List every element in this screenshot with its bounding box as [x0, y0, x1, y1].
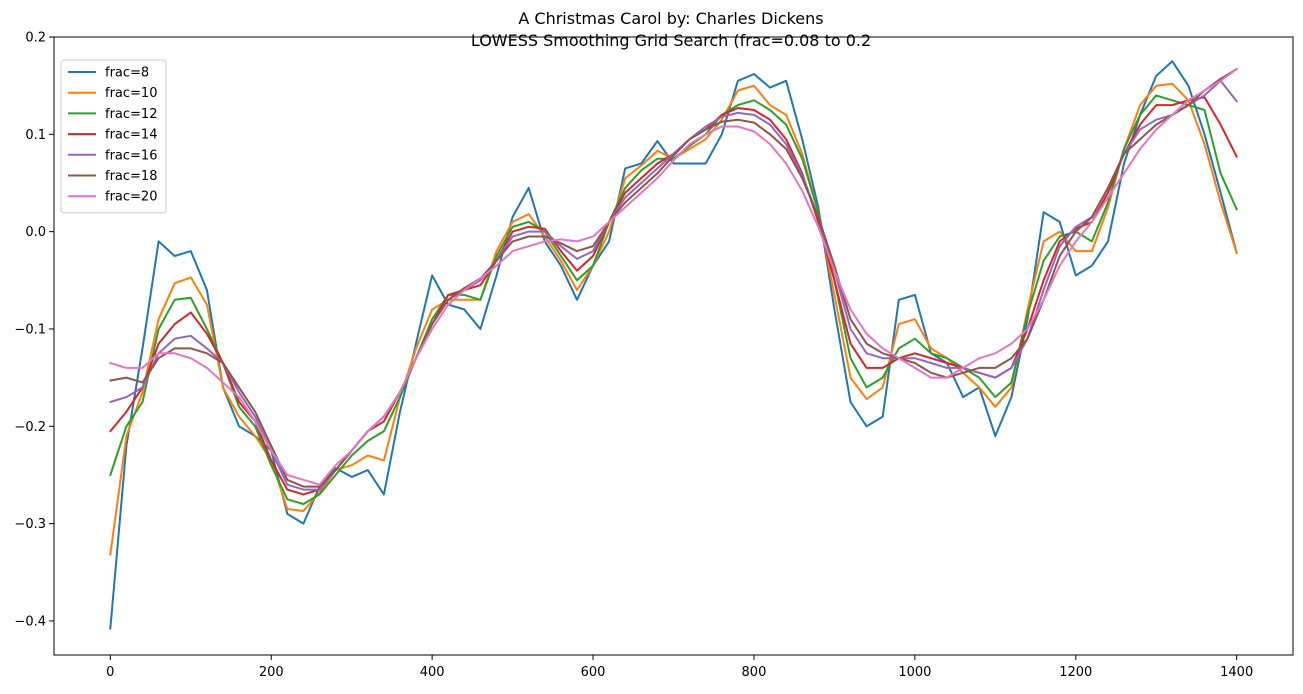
legend-label: frac=20 [105, 190, 157, 205]
series-line-6 [109, 68, 1238, 488]
y-tick-label: −0.1 [14, 322, 46, 337]
series-line-1 [109, 60, 1238, 630]
legend-label: frac=14 [105, 128, 157, 143]
legend-label: frac=16 [105, 148, 157, 163]
legend-label: frac=8 [105, 66, 149, 81]
x-tick-label: 1000 [898, 665, 931, 680]
x-tick-label: 200 [259, 665, 284, 680]
axes-layer: 0 200 400 600 800 1000 1200 1400 −0.4 −0.3 −0.2 −0.… [14, 31, 1294, 680]
legend-label: frac=18 [105, 169, 157, 184]
x-tick-label: 0 [106, 665, 114, 680]
legend-label: frac=10 [105, 86, 157, 101]
y-tick-label: 0.2 [25, 31, 46, 46]
legend: frac=8 frac=10 frac=12 frac=14 frac=16 frac=1… [60, 59, 167, 214]
plot-frame [53, 36, 1294, 656]
series-line-5 [109, 79, 1238, 491]
chart-title: A Christmas Carol by: Charles Dickens [518, 9, 823, 28]
y-tick-label: 0.0 [25, 225, 46, 240]
y-tick-label: 0.1 [25, 128, 46, 143]
series-layer [109, 60, 1238, 630]
y-tick-label: −0.2 [14, 420, 46, 435]
x-tick-label: 400 [420, 665, 445, 680]
y-tick-label: −0.4 [14, 614, 46, 629]
legend-label: frac=12 [105, 107, 157, 122]
chart-subtitle: LOWESS Smoothing Grid Search (frac=0.08 … [471, 31, 871, 50]
y-tick-label: −0.3 [14, 517, 46, 532]
x-tick-label: 600 [581, 665, 606, 680]
series-line-7 [109, 68, 1238, 486]
x-tick-label: 800 [742, 665, 767, 680]
x-tick-label: 1400 [1220, 665, 1253, 680]
x-tick-label: 1200 [1059, 665, 1092, 680]
series-line-3 [109, 94, 1238, 506]
